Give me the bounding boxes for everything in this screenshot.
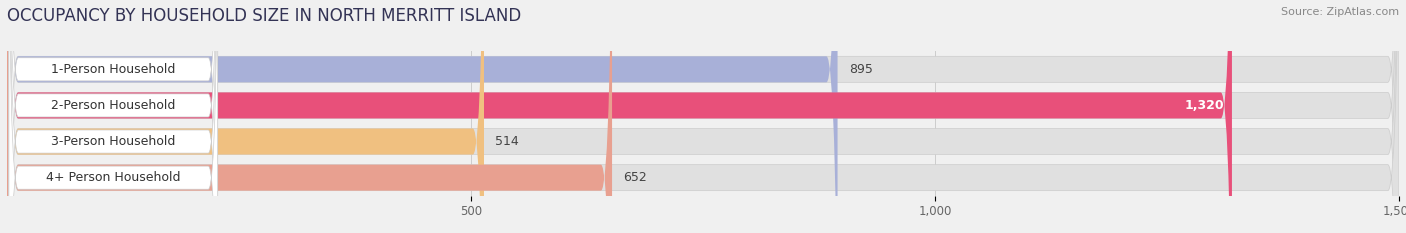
FancyBboxPatch shape xyxy=(8,0,218,233)
FancyBboxPatch shape xyxy=(7,0,1399,233)
Text: 652: 652 xyxy=(623,171,647,184)
Text: 895: 895 xyxy=(849,63,873,76)
FancyBboxPatch shape xyxy=(7,0,1399,233)
Text: 3-Person Household: 3-Person Household xyxy=(51,135,176,148)
Text: Source: ZipAtlas.com: Source: ZipAtlas.com xyxy=(1281,7,1399,17)
Text: 1,320: 1,320 xyxy=(1185,99,1225,112)
Text: 2-Person Household: 2-Person Household xyxy=(51,99,176,112)
FancyBboxPatch shape xyxy=(7,0,1399,233)
FancyBboxPatch shape xyxy=(7,0,1232,233)
FancyBboxPatch shape xyxy=(7,0,1399,233)
Text: OCCUPANCY BY HOUSEHOLD SIZE IN NORTH MERRITT ISLAND: OCCUPANCY BY HOUSEHOLD SIZE IN NORTH MER… xyxy=(7,7,522,25)
FancyBboxPatch shape xyxy=(8,0,218,233)
Text: 4+ Person Household: 4+ Person Household xyxy=(46,171,180,184)
FancyBboxPatch shape xyxy=(8,0,218,233)
FancyBboxPatch shape xyxy=(7,0,838,233)
Text: 514: 514 xyxy=(495,135,519,148)
Text: 1-Person Household: 1-Person Household xyxy=(51,63,176,76)
FancyBboxPatch shape xyxy=(7,0,612,233)
FancyBboxPatch shape xyxy=(8,0,218,233)
FancyBboxPatch shape xyxy=(7,0,484,233)
